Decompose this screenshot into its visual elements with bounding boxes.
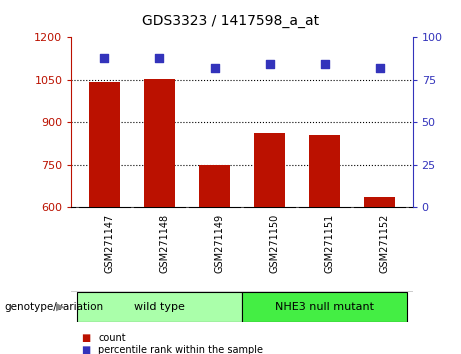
Text: wild type: wild type: [134, 302, 185, 312]
Bar: [242, 292, 407, 322]
Point: [101, 55, 108, 61]
Text: GSM271152: GSM271152: [379, 214, 390, 273]
Text: GSM271151: GSM271151: [325, 214, 335, 273]
Point: [376, 65, 383, 70]
Text: GSM271147: GSM271147: [105, 214, 114, 273]
Bar: [200, 165, 230, 207]
Bar: [254, 133, 285, 207]
Bar: [89, 82, 119, 207]
Text: GSM271149: GSM271149: [214, 214, 225, 273]
Bar: [365, 197, 395, 207]
Text: genotype/variation: genotype/variation: [5, 302, 104, 312]
Bar: [309, 136, 340, 207]
Text: ■: ■: [81, 333, 90, 343]
Text: GSM271148: GSM271148: [160, 214, 170, 273]
Text: GSM271150: GSM271150: [270, 214, 279, 273]
Text: GDS3323 / 1417598_a_at: GDS3323 / 1417598_a_at: [142, 14, 319, 28]
Point: [266, 62, 273, 67]
Point: [211, 65, 218, 70]
Bar: [144, 79, 175, 207]
Text: ▶: ▶: [56, 302, 64, 312]
Text: NHE3 null mutant: NHE3 null mutant: [275, 302, 374, 312]
Bar: [77, 292, 242, 322]
Text: count: count: [98, 333, 126, 343]
Point: [156, 55, 163, 61]
Text: percentile rank within the sample: percentile rank within the sample: [98, 346, 263, 354]
Text: ■: ■: [81, 346, 90, 354]
Point: [321, 62, 328, 67]
